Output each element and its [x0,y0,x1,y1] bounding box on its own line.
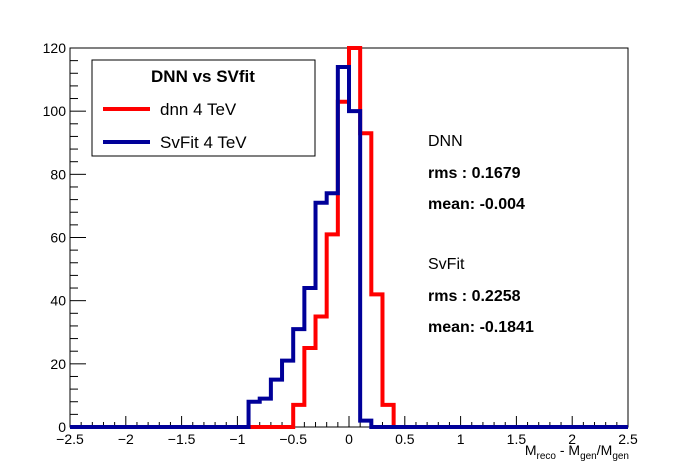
annotation-dnn-mean: mean: -0.004 [428,196,525,213]
x-axis-label-part: - M [556,442,580,458]
legend-label-dnn: dnn 4 TeV [160,100,237,119]
x-axis-label-part: M [525,442,537,458]
legend-label-svfit: SvFit 4 TeV [160,133,247,152]
series-layer [70,46,628,429]
x-tick-label: −2 [118,431,134,447]
y-tick-label: 80 [50,166,66,182]
x-tick-label: 0.5 [395,431,415,447]
x-axis-label-part: /M [597,442,613,458]
x-tick-label: 0 [345,431,353,447]
annotation-dnn-label: DNN [428,133,463,150]
x-axis-label-part: gen [612,451,629,462]
x-axis-label-part: reco [537,451,557,462]
legend: DNN vs SVfit dnn 4 TeV SvFit 4 TeV [91,59,316,157]
annotation-svfit-mean: mean: -0.1841 [428,319,534,336]
legend-title: DNN vs SVfit [151,67,255,86]
x-tick-label: −0.5 [279,431,307,447]
annotation-dnn-rms: rms : 0.1679 [428,165,521,182]
x-axis-ticks: −2.5 −2 −1.5 −1 −0.5 0 0.5 1 1.5 2 2.5 [56,416,638,447]
x-tick-label: 1.5 [507,431,527,447]
series-line-dnn [70,46,628,429]
y-tick-label: 120 [43,40,67,56]
annotation-svfit-label: SvFit [428,256,465,273]
y-tick-label: 100 [43,103,67,119]
x-tick-label: 2.5 [618,431,638,447]
x-tick-label: −2.5 [56,431,84,447]
stats-annotations: DNN rms : 0.1679 mean: -0.004 SvFit rms … [428,133,534,336]
annotation-svfit-rms: rms : 0.2258 [428,288,521,305]
x-axis-label-part: gen [580,451,597,462]
x-tick-label: 2 [568,431,576,447]
y-tick-label: 20 [50,356,66,372]
x-axis-label: Mreco - Mgen/Mgen [525,442,629,462]
x-tick-label: −1 [229,431,245,447]
x-tick-label: −1.5 [168,431,196,447]
y-tick-label: 60 [50,230,66,246]
x-tick-label: 1 [457,431,465,447]
series-line-svfit [70,64,628,429]
y-tick-label: 0 [58,419,66,435]
y-tick-label: 40 [50,293,66,309]
y-axis-ticks: 0 20 40 60 80 100 120 [43,40,86,435]
